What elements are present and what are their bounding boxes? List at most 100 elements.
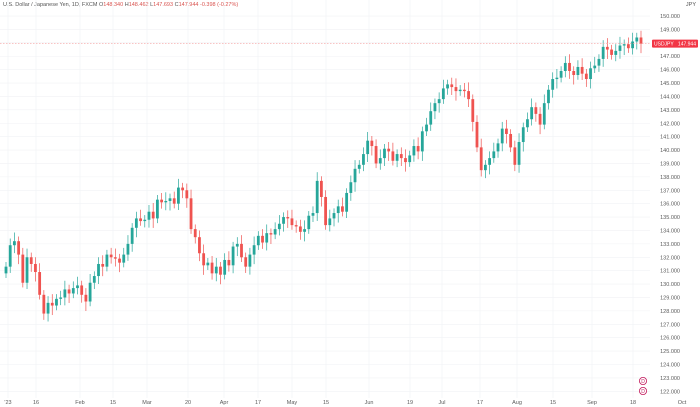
price-tag xyxy=(652,39,698,48)
candle-body xyxy=(408,155,412,163)
candle-body xyxy=(467,91,470,100)
candle-body xyxy=(193,229,197,238)
x-tick-label: 15 xyxy=(323,400,329,406)
x-tick-label: Jun xyxy=(365,400,374,406)
candle-body xyxy=(84,294,88,302)
candle-body xyxy=(505,128,508,134)
candle-body xyxy=(547,89,550,104)
x-tick-label: 15 xyxy=(550,400,556,406)
candle-body xyxy=(315,180,319,214)
candle-body xyxy=(538,113,542,125)
y-tick-label: 143.000 xyxy=(660,108,680,114)
candle-body xyxy=(496,143,500,152)
candle-body xyxy=(273,229,277,235)
candle-body xyxy=(311,213,315,216)
y-tick-label: 142.000 xyxy=(660,121,680,127)
candle-body xyxy=(206,262,210,266)
candle-body xyxy=(34,263,37,273)
candle-body xyxy=(189,198,193,230)
candle-body xyxy=(345,192,349,212)
candle-body xyxy=(29,257,33,264)
event-marker-icon xyxy=(639,386,648,395)
candle-body xyxy=(568,62,571,71)
candle-body xyxy=(395,154,399,161)
candle-body xyxy=(370,140,374,147)
candle-body xyxy=(46,302,50,314)
candle-body xyxy=(97,263,100,277)
candle-body xyxy=(210,262,214,274)
y-tick-label: 145.000 xyxy=(660,81,680,87)
candle-body xyxy=(63,289,67,298)
y-tick-label: 128.000 xyxy=(660,309,680,315)
candle-body xyxy=(399,154,403,159)
candle-body xyxy=(198,237,201,254)
y-tick-label: 136.000 xyxy=(660,202,680,208)
candle-body xyxy=(433,103,437,112)
y-tick-label: 132.000 xyxy=(660,255,680,261)
candle-body xyxy=(618,45,622,51)
candle-body xyxy=(454,87,458,92)
x-tick-label: Apr xyxy=(220,400,229,406)
candle-body xyxy=(109,254,113,258)
candle-body xyxy=(475,121,479,148)
candle-body xyxy=(303,229,306,232)
candle-body xyxy=(282,217,285,224)
candle-body xyxy=(324,196,328,226)
candle-body xyxy=(126,243,130,255)
x-tick-label: Jul xyxy=(438,400,445,406)
y-tick-label: 129.000 xyxy=(660,295,680,301)
close-label: C xyxy=(174,2,179,8)
candle-body xyxy=(151,211,155,219)
candle-body xyxy=(231,246,235,266)
candle-body xyxy=(118,258,121,263)
candle-body xyxy=(441,88,445,100)
candle-body xyxy=(235,243,239,247)
candle-body xyxy=(635,37,639,42)
candle-body xyxy=(92,276,96,283)
candle-body xyxy=(42,294,46,314)
candle-body xyxy=(513,147,517,165)
candle-body xyxy=(580,66,584,74)
candle-body xyxy=(416,146,420,152)
candle-body xyxy=(256,235,260,246)
candle-body xyxy=(17,241,21,255)
candle-body xyxy=(534,107,538,114)
candle-body xyxy=(177,187,180,204)
candle-body xyxy=(362,154,365,165)
y-tick-label: 133.000 xyxy=(660,242,680,248)
candle-body xyxy=(631,41,634,49)
price-tag-value: 147.944 xyxy=(678,42,696,48)
x-tick-label: 17 xyxy=(477,400,483,406)
candle-body xyxy=(555,77,559,80)
candle-body xyxy=(55,298,58,306)
candle-body xyxy=(517,142,521,165)
candle-body xyxy=(101,263,105,267)
candle-body xyxy=(160,199,163,203)
candle-body xyxy=(214,266,218,274)
candle-body xyxy=(168,198,172,201)
candle-body xyxy=(240,243,243,258)
candle-body xyxy=(25,257,29,283)
y-tick-label: 144.000 xyxy=(660,94,680,100)
x-tick-label: '23 xyxy=(4,400,11,406)
candle-body xyxy=(420,131,424,152)
high-label: H xyxy=(124,2,129,8)
y-tick-label: 123.000 xyxy=(660,376,680,382)
y-tick-label: 122.000 xyxy=(660,389,680,395)
candle-body xyxy=(341,206,344,212)
y-tick-label: 150.000 xyxy=(660,14,680,20)
candle-body xyxy=(542,103,546,125)
candle-body xyxy=(130,227,134,244)
candle-body xyxy=(122,254,126,263)
y-tick-label: 149.000 xyxy=(660,27,680,33)
low-label: L xyxy=(150,2,154,8)
candle-body xyxy=(530,107,534,120)
candle-body xyxy=(227,259,231,266)
candle-body xyxy=(353,168,357,183)
candle-body xyxy=(593,65,597,69)
x-tick-label: Mar xyxy=(142,400,152,406)
candle-body xyxy=(332,213,336,219)
candle-body xyxy=(391,151,395,161)
candle-body xyxy=(13,241,16,246)
